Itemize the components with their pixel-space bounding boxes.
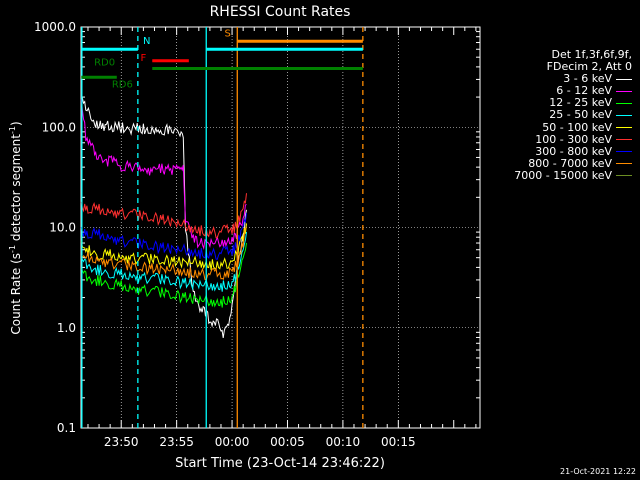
footer-timestamp: 21-Oct-2021 12:22 <box>560 467 636 476</box>
y-tick-label: 10.0 <box>49 221 76 235</box>
legend-label: 3 - 6 keV <box>563 72 612 86</box>
legend-swatch <box>616 90 632 92</box>
legend-header-line: FDecim 2, Att 0 <box>546 60 632 74</box>
series-line <box>80 193 247 239</box>
chart-legend: Det 1f,3f,6f,9f, FDecim 2, Att 0 3 - 6 k… <box>496 48 632 182</box>
legend-swatch <box>616 102 632 104</box>
legend-header-line: Det 1f,3f,6f,9f, <box>551 48 632 61</box>
series-line <box>80 223 247 271</box>
series-line <box>80 92 247 338</box>
x-tick-label: 00:05 <box>270 435 305 449</box>
flag-label: F <box>141 53 147 64</box>
series-line <box>80 242 247 308</box>
legend-label: 7000 - 15000 keV <box>514 168 612 182</box>
legend-item: 100 - 300 keV <box>496 132 632 146</box>
legend-item: 300 - 800 keV <box>496 144 632 158</box>
y-axis-label-sup1: -1 <box>8 245 17 253</box>
legend-swatch <box>616 175 632 177</box>
chart-title: RHESSI Count Rates <box>210 4 351 20</box>
x-tick-label: 23:55 <box>159 435 194 449</box>
flag-label: RD6 <box>112 79 133 90</box>
legend-label: 800 - 7000 keV <box>528 156 612 170</box>
series-line <box>80 99 247 251</box>
legend-swatch <box>616 151 632 153</box>
legend-item: 12 - 25 keV <box>496 97 632 109</box>
legend-item: 3 - 6 keV <box>496 73 632 85</box>
y-tick-label: 100.0 <box>42 120 76 134</box>
flag-label: RD0 <box>94 58 115 69</box>
legend-label: 25 - 50 keV <box>549 108 612 122</box>
y-axis-label: Count Rate (s-1 detector segment-1) <box>8 121 23 334</box>
legend-swatch <box>616 115 632 117</box>
legend-item: 25 - 50 keV <box>496 109 632 121</box>
series-line <box>80 212 247 260</box>
y-axis-label-post: ) <box>9 121 23 126</box>
y-axis-label-mid: detector segment <box>9 134 23 245</box>
legend-swatch <box>616 78 632 80</box>
legend-swatch <box>616 127 632 129</box>
y-tick-label: 1.0 <box>57 321 76 335</box>
legend-label: 100 - 300 keV <box>535 132 612 146</box>
y-tick-label: 1000.0 <box>34 20 76 34</box>
legend-item: 6 - 12 keV <box>496 85 632 97</box>
series-line <box>80 227 247 281</box>
legend-item: 7000 - 15000 keV <box>496 168 632 182</box>
legend-label: 300 - 800 keV <box>535 144 612 158</box>
flag-label: N <box>143 36 150 47</box>
y-tick-label: 0.1 <box>57 421 76 435</box>
x-tick-label: 00:10 <box>326 435 361 449</box>
legend-item: 800 - 7000 keV <box>496 156 632 170</box>
x-tick-label: 00:00 <box>215 435 250 449</box>
x-axis-label: Start Time (23-Oct-14 23:46:22) <box>175 456 385 471</box>
x-tick-label: 00:15 <box>381 435 416 449</box>
y-axis-label-sup2: -1 <box>8 126 17 134</box>
legend-item: 50 - 100 keV <box>496 120 632 134</box>
flag-label: S <box>224 28 230 39</box>
legend-swatch <box>616 139 632 141</box>
legend-label: 6 - 12 keV <box>556 84 612 98</box>
legend-swatch <box>616 163 632 165</box>
x-tick-label: 23:50 <box>104 435 139 449</box>
series-line <box>80 232 247 292</box>
legend-label: 12 - 25 keV <box>549 96 612 110</box>
legend-label: 50 - 100 keV <box>542 120 612 134</box>
y-axis-label-pre: Count Rate (s <box>9 253 23 335</box>
